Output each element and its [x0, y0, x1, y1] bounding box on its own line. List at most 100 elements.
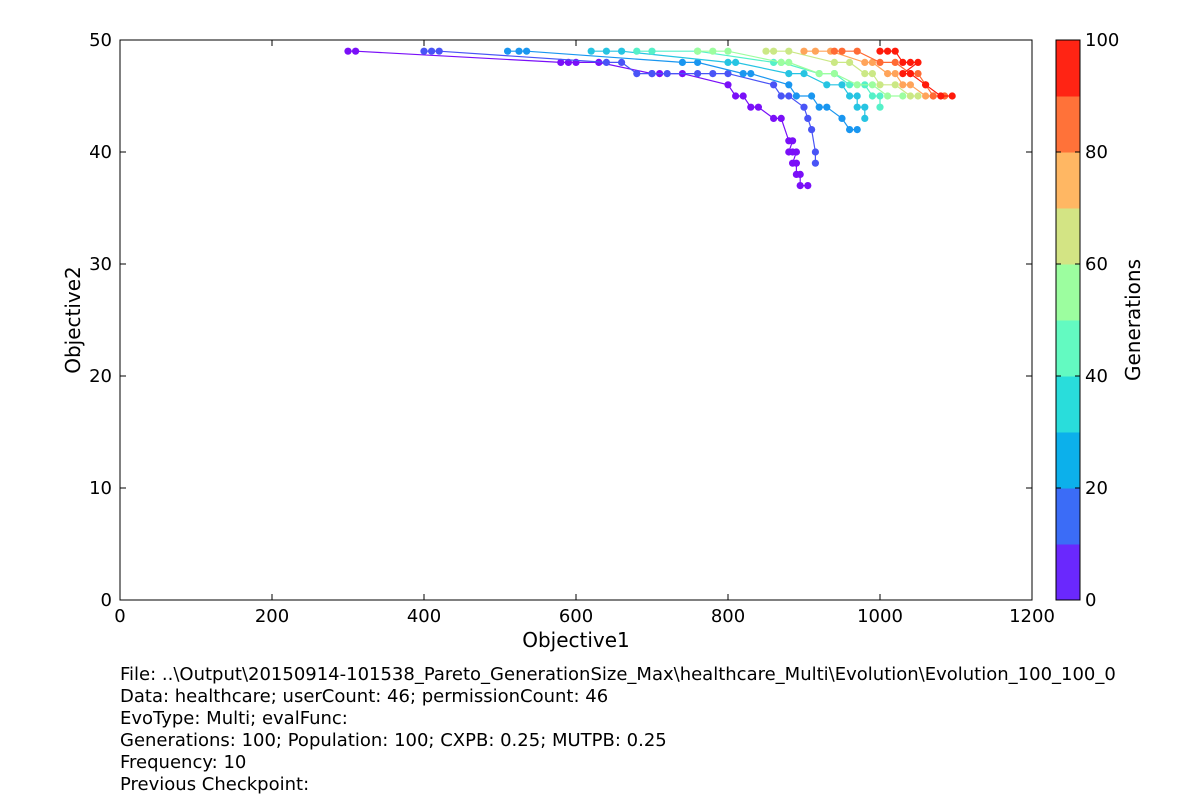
- info-data-line: Data: healthcare; userCount: 46; permiss…: [120, 686, 609, 707]
- x-tick-label: 1000: [857, 606, 903, 627]
- data-point: [861, 103, 869, 111]
- data-point: [876, 58, 884, 66]
- data-point: [709, 47, 717, 55]
- colorbar: 0 20 40 60 80 100: [1055, 30, 1119, 611]
- colorbar-segment: [1056, 544, 1080, 601]
- colorbar-segment: [1056, 208, 1080, 265]
- data-point: [777, 58, 785, 66]
- x-tick-label: 600: [559, 606, 593, 627]
- data-point: [428, 47, 436, 55]
- data-point: [868, 81, 877, 89]
- y-tick-label: 10: [89, 478, 112, 499]
- data-point: [853, 92, 861, 100]
- x-tick-label: 800: [711, 606, 745, 627]
- data-point: [922, 92, 930, 100]
- colorbar-label: Generations: [1121, 259, 1145, 381]
- data-point: [804, 182, 812, 190]
- colorbar-segment: [1056, 96, 1080, 153]
- plot-area: [344, 47, 956, 190]
- data-point: [876, 81, 884, 89]
- data-point: [792, 159, 801, 167]
- data-point: [811, 148, 820, 156]
- x-tick-label: 200: [255, 606, 289, 627]
- data-point: [891, 70, 899, 78]
- data-point: [557, 58, 565, 66]
- data-point: [937, 92, 945, 100]
- colorbar-segment: [1056, 432, 1080, 489]
- colorbar-segment: [1056, 264, 1080, 321]
- series-line: [348, 50, 808, 187]
- data-point: [929, 92, 937, 100]
- data-point: [792, 92, 801, 100]
- data-point: [633, 70, 641, 78]
- data-point: [906, 92, 915, 100]
- data-point: [815, 70, 823, 78]
- data-point: [762, 47, 770, 55]
- series-line: [834, 50, 945, 97]
- y-axis-label: Objective2: [61, 266, 85, 374]
- data-point: [830, 70, 839, 78]
- data-point: [914, 92, 922, 100]
- data-point: [853, 103, 861, 111]
- data-point: [800, 70, 808, 78]
- data-point: [587, 47, 595, 55]
- y-tick-label: 0: [101, 590, 112, 611]
- data-point: [891, 81, 899, 89]
- info-checkpoint-line: Previous Checkpoint:: [120, 774, 310, 795]
- data-point: [891, 58, 899, 66]
- series-gen-1: [344, 47, 812, 190]
- data-point: [785, 70, 793, 78]
- data-point: [884, 70, 892, 78]
- data-point: [709, 70, 717, 78]
- data-point: [770, 47, 778, 55]
- data-point: [789, 137, 797, 145]
- colorbar-segment: [1056, 376, 1080, 433]
- data-point: [899, 92, 907, 100]
- series-gen-100: [876, 47, 956, 100]
- series-gen-65: [762, 47, 922, 100]
- colorbar-segment: [1056, 40, 1080, 97]
- data-point: [846, 92, 854, 100]
- data-point: [853, 126, 861, 134]
- data-point: [948, 92, 956, 100]
- data-point: [906, 70, 915, 78]
- data-point: [876, 103, 884, 111]
- data-point: [861, 70, 869, 78]
- data-point: [618, 47, 626, 55]
- data-point: [785, 58, 793, 66]
- series-gen-10: [420, 47, 820, 167]
- data-point: [694, 70, 702, 78]
- colorbar-frame: [1055, 39, 1081, 601]
- data-point: [906, 81, 915, 89]
- data-point: [785, 47, 793, 55]
- data-point: [811, 159, 820, 167]
- data-point: [800, 103, 808, 111]
- data-point: [732, 92, 740, 100]
- data-point: [899, 81, 907, 89]
- data-point: [777, 114, 785, 122]
- colorbar-tick-label: 100: [1085, 30, 1119, 51]
- colorbar-segment: [1056, 152, 1080, 209]
- data-point: [754, 103, 763, 111]
- data-point: [420, 47, 428, 55]
- data-point: [868, 70, 877, 78]
- data-point: [808, 126, 816, 134]
- axes-frame: [119, 39, 1033, 601]
- data-point: [777, 92, 785, 100]
- data-point: [884, 92, 892, 100]
- x-tick-label: 0: [114, 606, 125, 627]
- info-evotype-line: EvoType: Multi; evalFunc:: [120, 708, 348, 729]
- data-point: [823, 103, 831, 111]
- data-point: [732, 58, 740, 66]
- data-point: [602, 58, 611, 66]
- data-point: [861, 58, 869, 66]
- data-point: [724, 70, 732, 78]
- data-point: [804, 114, 812, 122]
- data-point: [884, 47, 892, 55]
- data-point: [785, 81, 793, 89]
- data-point: [648, 47, 656, 55]
- data-point: [747, 70, 755, 78]
- data-point: [770, 114, 778, 122]
- y-tick-label: 20: [89, 366, 112, 387]
- data-point: [515, 47, 523, 55]
